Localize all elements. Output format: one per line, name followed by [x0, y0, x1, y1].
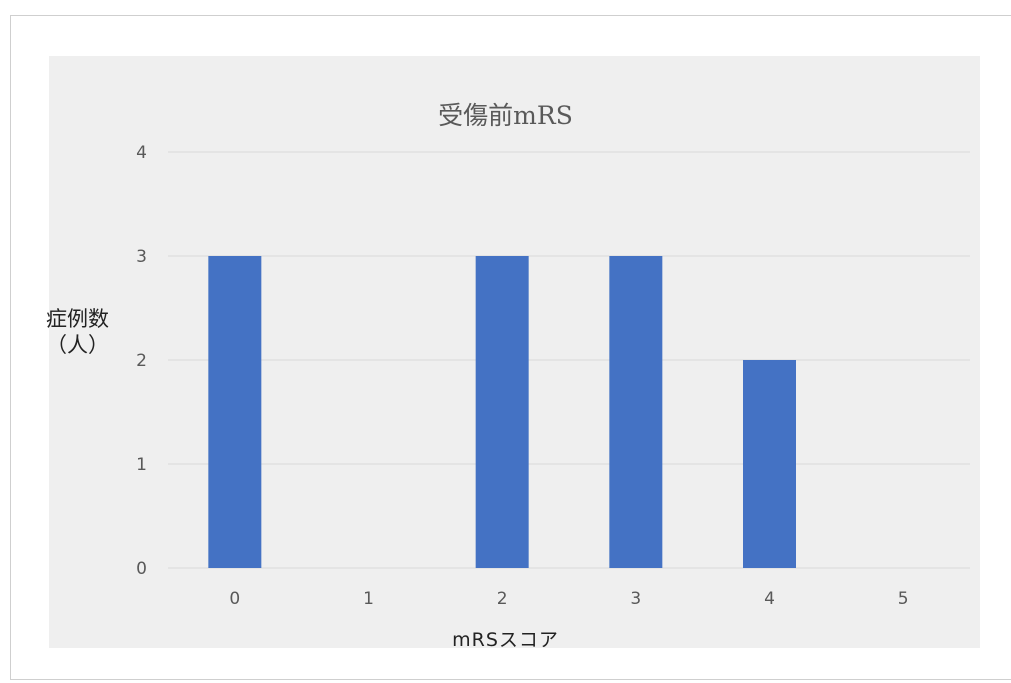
y-tick-label: 1 — [136, 455, 147, 475]
chart-title: 受傷前mRS — [438, 101, 573, 130]
x-tick-label: 4 — [764, 589, 775, 609]
y-tick-label: 2 — [136, 351, 147, 371]
x-tick-label: 0 — [229, 589, 240, 609]
x-tick-label: 1 — [363, 589, 374, 609]
y-tick-label: 0 — [136, 559, 147, 579]
x-tick-label: 3 — [630, 589, 641, 609]
x-tick-label: 5 — [898, 589, 909, 609]
bar — [475, 256, 529, 568]
y-axis-label: 症例数 （人） — [46, 307, 109, 357]
bar — [208, 256, 262, 568]
x-tick-label: 2 — [497, 589, 508, 609]
x-axis-label: mRSスコア — [452, 629, 559, 651]
bar — [743, 360, 796, 568]
y-tick-label: 4 — [136, 143, 147, 163]
bar — [609, 256, 663, 568]
y-tick-label: 3 — [136, 247, 147, 267]
